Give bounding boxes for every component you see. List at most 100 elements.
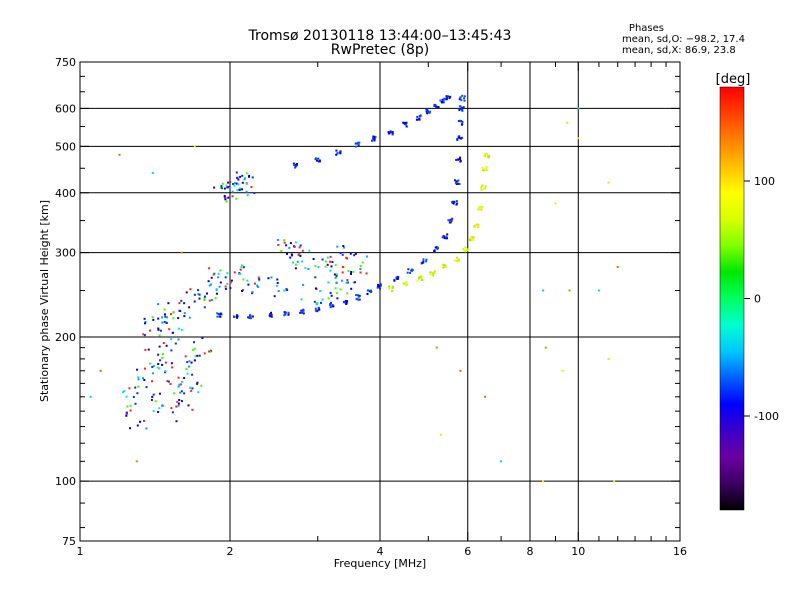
data-point — [163, 308, 166, 311]
data-point — [301, 249, 304, 252]
data-point — [270, 276, 273, 279]
data-point — [544, 346, 547, 349]
data-point — [161, 363, 164, 366]
data-point — [125, 414, 128, 417]
data-point — [374, 135, 377, 138]
data-point — [393, 279, 396, 282]
data-point — [181, 380, 183, 383]
data-point — [607, 357, 610, 360]
data-point — [335, 274, 338, 277]
data-point — [145, 427, 148, 430]
data-point — [129, 404, 132, 407]
data-point — [458, 109, 461, 112]
data-point — [277, 290, 280, 292]
data-point — [239, 187, 242, 190]
colorbar — [719, 86, 745, 511]
data-point — [372, 137, 375, 140]
data-point — [484, 155, 487, 157]
data-point — [345, 301, 348, 304]
data-point — [134, 402, 137, 405]
data-point — [379, 283, 382, 286]
data-point — [125, 413, 128, 415]
data-point — [453, 200, 456, 203]
data-point — [183, 315, 186, 318]
data-point — [283, 311, 286, 314]
data-points — [89, 94, 619, 483]
data-point — [204, 295, 206, 298]
data-point — [216, 315, 219, 318]
data-point — [405, 121, 408, 124]
data-point — [464, 246, 467, 249]
data-point — [314, 276, 317, 279]
data-point — [188, 316, 191, 319]
data-point — [301, 260, 303, 263]
data-point — [357, 143, 360, 146]
data-point — [137, 376, 140, 379]
gridlines — [80, 62, 680, 541]
x-tick-label: 16 — [673, 545, 687, 558]
data-point — [334, 276, 337, 279]
data-point — [180, 400, 183, 403]
data-point — [475, 223, 478, 226]
data-point — [188, 360, 191, 363]
data-point — [223, 187, 226, 190]
data-point — [405, 280, 408, 283]
data-point — [183, 302, 186, 305]
data-point — [248, 175, 250, 178]
data-point — [313, 300, 316, 303]
data-point — [452, 202, 455, 205]
data-point — [577, 107, 580, 110]
ticks — [79, 61, 681, 542]
data-point — [440, 100, 443, 103]
data-point — [441, 98, 444, 101]
data-point — [233, 271, 236, 274]
data-point — [388, 285, 391, 288]
data-point — [347, 270, 350, 272]
data-point — [280, 250, 283, 252]
y-tick-label: 400 — [55, 187, 76, 200]
data-point — [151, 366, 154, 368]
data-point — [407, 268, 410, 271]
data-point — [335, 273, 338, 276]
data-point — [296, 260, 299, 263]
data-point — [198, 297, 201, 300]
data-point — [167, 380, 170, 383]
data-point — [152, 318, 155, 321]
data-point — [437, 106, 440, 109]
data-point — [165, 344, 168, 347]
data-point — [468, 238, 471, 241]
data-point — [229, 181, 232, 183]
data-point — [284, 311, 287, 314]
data-point — [232, 183, 235, 185]
data-point — [299, 254, 302, 257]
data-point — [461, 94, 464, 97]
data-point — [170, 349, 173, 352]
data-point — [189, 386, 192, 389]
data-point — [410, 269, 413, 272]
data-point — [171, 366, 174, 369]
data-point — [455, 180, 458, 183]
data-point — [223, 194, 226, 197]
data-point — [235, 171, 238, 174]
data-point — [359, 268, 362, 271]
data-point — [144, 348, 147, 351]
data-point — [230, 279, 233, 282]
data-point — [411, 269, 414, 271]
data-point — [472, 239, 475, 242]
data-point — [293, 245, 296, 248]
data-point — [460, 123, 463, 126]
data-point — [405, 125, 408, 128]
data-point — [318, 308, 321, 311]
data-point — [420, 275, 423, 278]
data-point — [433, 272, 436, 275]
data-point — [461, 120, 464, 123]
data-point — [463, 99, 466, 102]
phases-title: Phases — [629, 23, 664, 34]
data-point — [352, 270, 355, 273]
data-point — [286, 252, 288, 255]
data-point — [343, 301, 346, 304]
data-point — [458, 98, 461, 101]
data-point — [121, 391, 124, 394]
data-point — [162, 342, 165, 344]
data-point — [462, 249, 465, 252]
